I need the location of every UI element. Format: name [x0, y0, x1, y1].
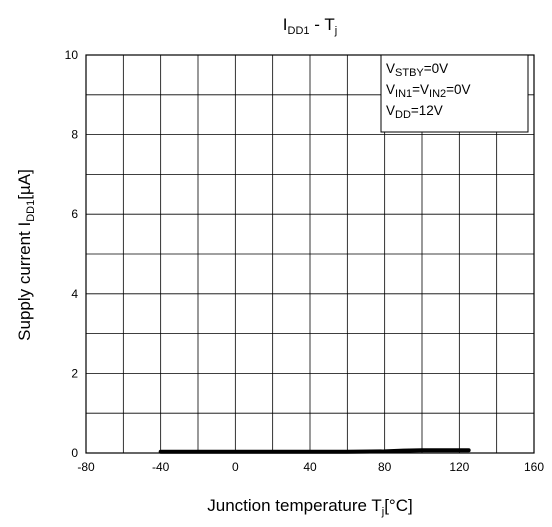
plot-area-border	[85, 54, 535, 454]
plot-frame	[85, 54, 535, 454]
x-tick-label: 120	[449, 460, 469, 474]
x-tick-label: 0	[232, 460, 239, 474]
series-layer	[158, 448, 471, 454]
x-tick-label: 40	[303, 460, 317, 474]
y-tick-label: 2	[71, 366, 78, 380]
tick-labels: -80 -40 0 40 80 120 160 0 2 4 6 8 10	[65, 48, 545, 474]
x-tick-label: -80	[77, 460, 95, 474]
legend-box: VSTBY=0V VIN1=VIN2=0V VDD=12V	[380, 54, 529, 133]
legend-line-vstby: VSTBY=0V	[386, 61, 448, 79]
x-tick-label: -40	[152, 460, 170, 474]
y-tick-label: 10	[65, 48, 79, 62]
y-tick-label: 6	[71, 207, 78, 221]
legend-line-vdd: VDD=12V	[386, 103, 443, 121]
chart-title: IDD1 - Tj	[283, 15, 337, 37]
y-tick-label: 8	[71, 128, 78, 142]
x-tick-label: 80	[378, 460, 392, 474]
y-tick-label: 0	[71, 446, 78, 460]
y-tick-label: 4	[71, 287, 78, 301]
legend-line-vin: VIN1=VIN2=0V	[386, 82, 471, 100]
x-tick-label: 160	[524, 460, 544, 474]
series-line-0	[158, 448, 471, 454]
x-axis-label: Junction temperature Tj[°C]	[207, 496, 412, 518]
y-axis-label: Supply current IDD1[µA]	[15, 169, 37, 341]
legend-frame	[380, 54, 529, 133]
